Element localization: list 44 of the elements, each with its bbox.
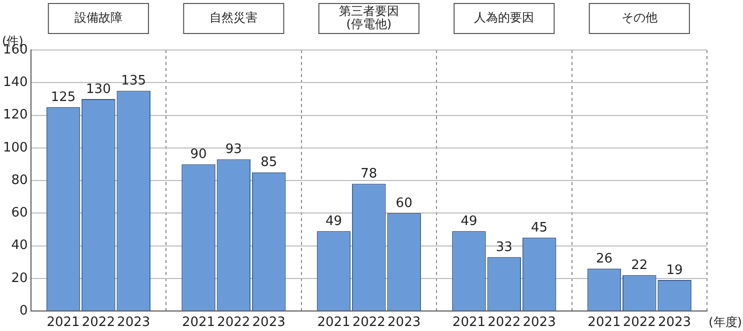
text: 2023 <box>658 314 692 330</box>
data-label: 26 <box>596 251 612 266</box>
text: 2021 <box>46 314 80 330</box>
data-label: 90 <box>190 147 207 162</box>
data-label: 85 <box>260 155 278 170</box>
text: 2022 <box>217 314 250 330</box>
y-tick-label: 100 <box>2 140 28 156</box>
y-tick-label: 120 <box>2 108 28 123</box>
x-tick-label: 第三者要因 (停電他) <box>338 4 399 32</box>
data-label: 125 <box>50 90 76 105</box>
y-tick-label: 40 <box>11 238 28 254</box>
text: 2023 <box>388 314 421 330</box>
series-label: 2021 <box>317 314 350 330</box>
data-label: 45 <box>531 220 548 236</box>
y-tick-label: 20 <box>11 270 28 286</box>
data-label: 78 <box>360 166 378 182</box>
text: 2021 <box>182 314 216 330</box>
x-tick-label: 自然災害 <box>210 10 258 25</box>
x-tick-label: その他 <box>621 10 658 25</box>
text: 2022 <box>82 314 115 330</box>
series-label: 2022 <box>352 314 386 330</box>
series-label: 2023 <box>522 314 556 330</box>
data-label: 33 <box>496 240 512 256</box>
x-tick-label: 設備故障 <box>74 10 122 25</box>
x-axis-title: (年度) <box>708 315 742 330</box>
text: 2023 <box>252 314 286 330</box>
text: 2021 <box>452 314 486 330</box>
text: 2021 <box>588 314 621 330</box>
data-label: 19 <box>666 262 683 278</box>
data-label: 49 <box>460 214 478 229</box>
data-label: 135 <box>121 74 146 89</box>
y-tick-label: 80 <box>11 172 28 188</box>
data-label: 130 <box>86 82 111 97</box>
text: 2023 <box>117 314 150 330</box>
y-tick-label: 140 <box>2 75 28 90</box>
data-label: 60 <box>396 196 412 211</box>
data-label: 93 <box>225 142 242 158</box>
text: 2022 <box>622 314 656 330</box>
data-label: 49 <box>325 214 342 229</box>
data-label: 22 <box>631 258 648 273</box>
text: 2022 <box>488 314 521 330</box>
x-tick-label: 人為的要因 <box>474 10 534 25</box>
y-tick-label: 0 <box>20 303 28 318</box>
y-tick-label: 60 <box>11 206 28 220</box>
